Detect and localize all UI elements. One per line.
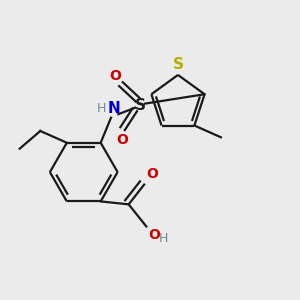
Text: S: S xyxy=(172,57,184,72)
Text: N: N xyxy=(108,101,120,116)
Text: H: H xyxy=(97,102,106,116)
Text: O: O xyxy=(148,228,160,242)
Text: O: O xyxy=(146,167,158,182)
Text: O: O xyxy=(116,133,128,147)
Text: O: O xyxy=(110,69,121,83)
Text: H: H xyxy=(159,232,168,245)
Text: S: S xyxy=(135,98,146,113)
